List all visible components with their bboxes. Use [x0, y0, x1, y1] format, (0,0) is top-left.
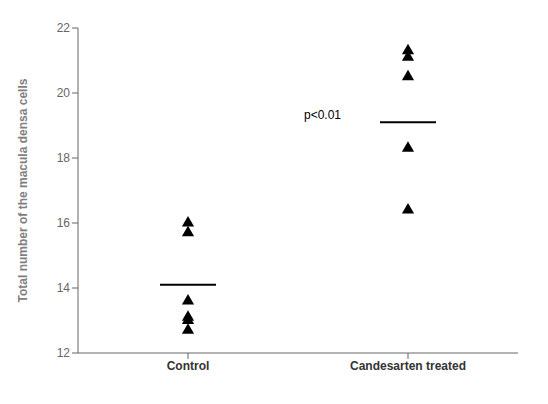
svg-text:Candesarten treated: Candesarten treated	[350, 359, 466, 373]
svg-text:20: 20	[57, 86, 71, 100]
svg-text:Control: Control	[167, 359, 210, 373]
svg-text:22: 22	[57, 21, 71, 35]
html-text:p<0.01: p<0.01	[304, 108, 341, 122]
svg-text:18: 18	[57, 151, 71, 165]
svg-text:16: 16	[57, 216, 71, 230]
svg-text:14: 14	[57, 281, 71, 295]
svg-text:12: 12	[57, 346, 71, 360]
svg-text:Total number of the macula den: Total number of the macula densa cells	[16, 78, 30, 302]
